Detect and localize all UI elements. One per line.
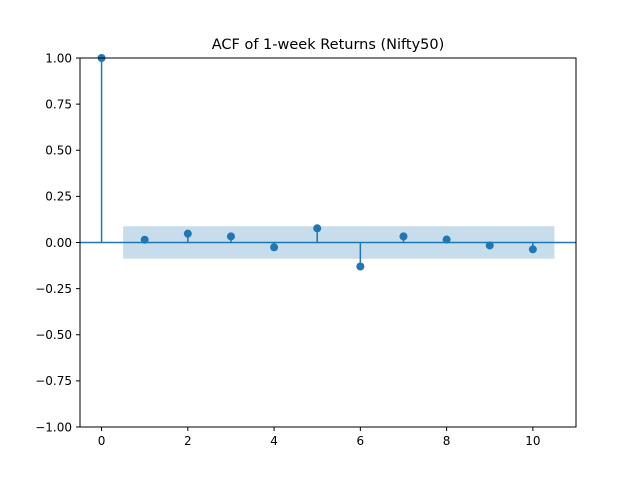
marker-lag-2	[183, 229, 192, 238]
marker-lag-6	[356, 262, 365, 271]
x-tick-label: 4	[270, 434, 278, 448]
y-tick-label: 0.75	[45, 97, 72, 111]
marker-lag-10	[528, 245, 537, 254]
chart-title: ACF of 1-week Returns (Nifty50)	[212, 37, 445, 53]
marker-lag-1	[140, 235, 149, 244]
y-tick-label: −1.00	[35, 420, 72, 434]
y-tick-label: 0.25	[45, 190, 72, 204]
marker-lag-5	[313, 224, 322, 233]
y-tick-label: −0.25	[35, 282, 72, 296]
y-tick-label: 0.00	[45, 236, 72, 250]
x-tick-label: 0	[98, 434, 106, 448]
marker-lag-3	[226, 232, 235, 241]
y-tick-label: 0.50	[45, 144, 72, 158]
ticks-layer: 0 2 4 6 8 10 1.00 0.75 0.50 0.25 0.00 −0.25 −0.50 −0.…	[35, 51, 540, 448]
y-tick-label: −0.75	[35, 374, 72, 388]
x-tick-label: 8	[443, 434, 451, 448]
x-tick-label: 2	[184, 434, 192, 448]
y-tick-label: −0.50	[35, 328, 72, 342]
markers-layer	[97, 54, 537, 271]
marker-lag-4	[270, 243, 279, 252]
marker-lag-8	[442, 235, 451, 244]
marker-lag-9	[485, 241, 494, 250]
y-tick-label: 1.00	[45, 51, 72, 65]
x-tick-label: 6	[357, 434, 365, 448]
x-tick-label: 10	[525, 434, 540, 448]
marker-lag-7	[399, 232, 408, 241]
